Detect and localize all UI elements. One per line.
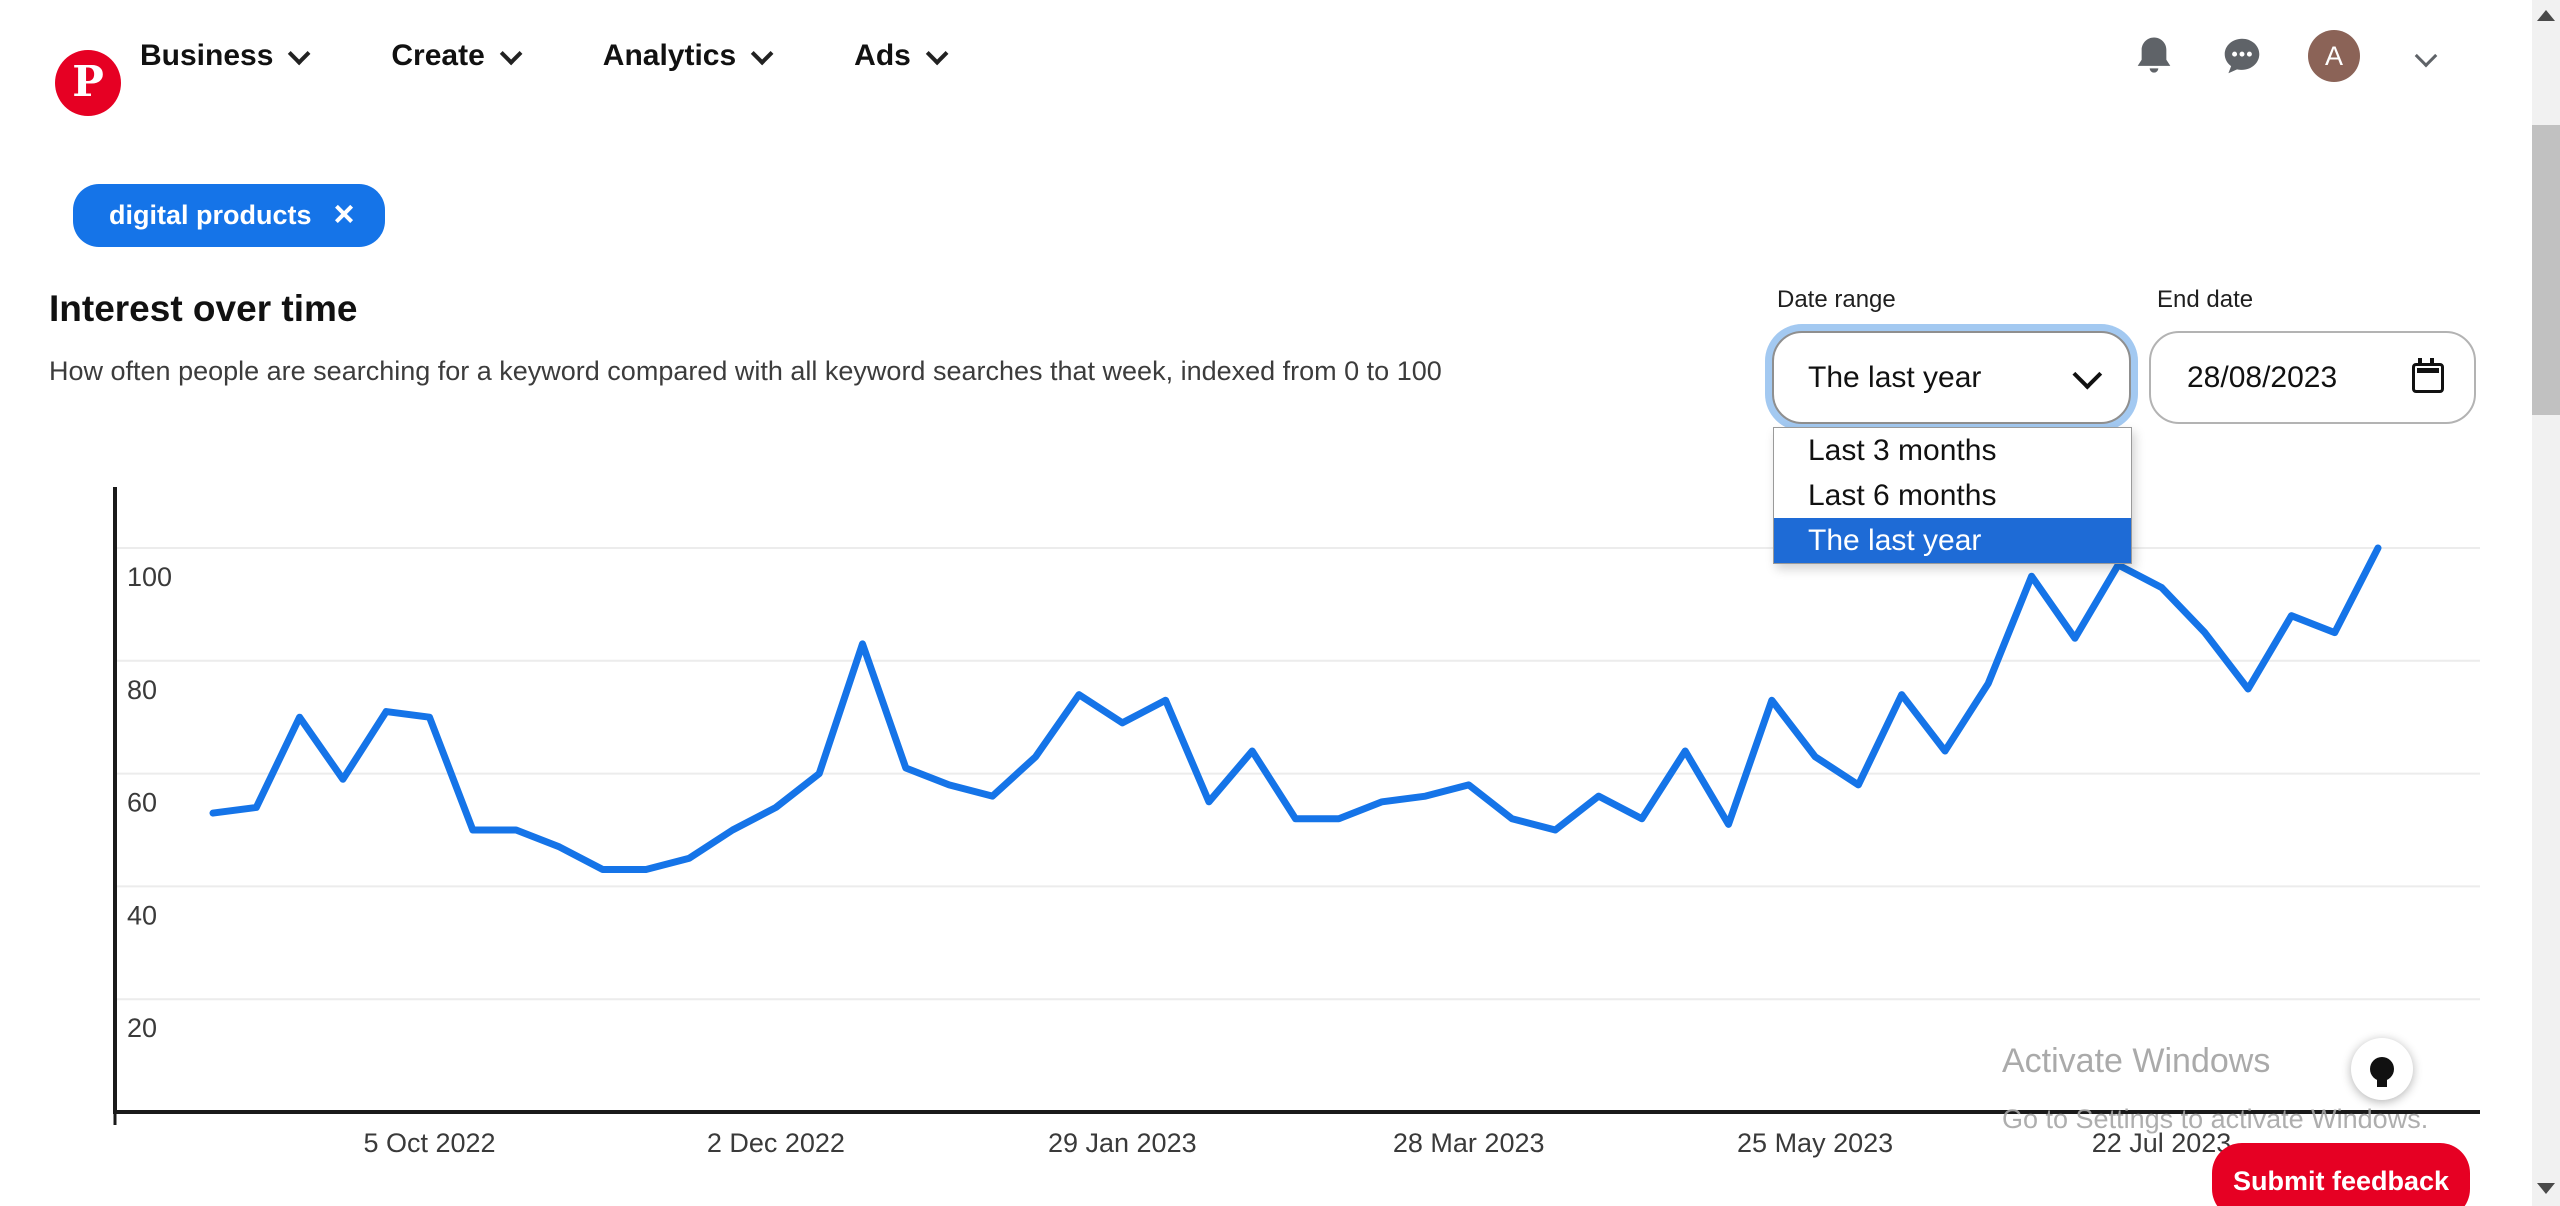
x-axis-tick-label: 22 Jul 2023 <box>2092 1128 2232 1158</box>
nav-item-analytics[interactable]: Analytics <box>602 39 774 73</box>
x-axis-tick-label: 28 Mar 2023 <box>1393 1128 1545 1158</box>
page-subtitle: How often people are searching for a key… <box>49 356 1442 386</box>
chevron-down-icon <box>2072 359 2103 390</box>
x-axis-tick-label: 2 Dec 2022 <box>707 1128 845 1158</box>
y-axis-tick-label-100: 100 <box>127 562 172 592</box>
x-axis-tick-label: 5 Oct 2022 <box>363 1128 495 1158</box>
calendar-icon[interactable] <box>2412 357 2444 393</box>
pinterest-logo[interactable]: P <box>55 50 121 116</box>
nav-item-label: Ads <box>854 39 911 72</box>
nav-item-business[interactable]: Business <box>140 39 311 73</box>
scrollbar-up-arrow-icon[interactable] <box>2537 10 2555 21</box>
pinterest-logo-letter: P <box>72 56 104 106</box>
chip-close-icon[interactable]: × <box>333 192 355 234</box>
keyword-chip-label: digital products <box>109 200 312 230</box>
avatar[interactable]: A <box>2308 30 2360 82</box>
scrollbar-thumb[interactable] <box>2532 125 2560 415</box>
activate-windows-watermark: Activate Windows <box>2002 1042 2271 1080</box>
submit-feedback-button[interactable]: Submit feedback <box>2212 1143 2470 1206</box>
chevron-down-icon <box>499 42 523 66</box>
date-range-value: The last year <box>1808 360 1982 394</box>
end-date-value: 28/08/2023 <box>2187 360 2338 394</box>
vertical-scrollbar[interactable] <box>2532 0 2560 1206</box>
y-axis-tick-label-40: 40 <box>127 900 157 930</box>
date-range-select[interactable]: The last year <box>1772 331 2131 424</box>
nav-item-label: Business <box>140 39 274 72</box>
nav-item-create[interactable]: Create <box>391 39 523 73</box>
messages-chat-icon[interactable] <box>2220 34 2264 78</box>
date-range-dropdown-menu: Last 3 months Last 6 months The last yea… <box>1773 427 2132 564</box>
nav-right-icons: A <box>2132 0 2448 112</box>
trend-line-digital-products <box>209 544 2382 873</box>
end-date-label: End date <box>2157 286 2254 313</box>
interest-over-time-chart: 20 40 60 80 100 5 Oct 2022 2 Dec 2022 29 Jan 20… <box>0 440 2560 1206</box>
activate-windows-watermark-sub: Go to Settings to activate Windows. <box>2002 1104 2429 1134</box>
x-axis-tick-label: 29 Jan 2023 <box>1048 1128 1197 1158</box>
option-last-6-months[interactable]: Last 6 months <box>1808 478 1997 512</box>
account-chevron-down-icon[interactable] <box>2404 34 2448 78</box>
end-date-input[interactable]: 28/08/2023 <box>2149 331 2476 424</box>
keyword-chip-digital-products[interactable]: digital products × <box>73 184 385 247</box>
nav-item-label: Create <box>391 39 485 72</box>
nav-items: Business Create Analytics Ads <box>140 0 949 112</box>
notifications-bell-icon[interactable] <box>2132 34 2176 78</box>
x-axis-tick-label: 25 May 2023 <box>1737 1128 1893 1158</box>
idea-lightbulb-button[interactable] <box>2351 1038 2413 1100</box>
option-last-3-months[interactable]: Last 3 months <box>1808 433 1997 467</box>
nav-item-ads[interactable]: Ads <box>854 39 949 73</box>
lightbulb-icon <box>2370 1057 2394 1087</box>
date-range-label: Date range <box>1777 286 1896 313</box>
chevron-down-icon <box>925 42 949 66</box>
y-axis-tick-label-20: 20 <box>127 1013 157 1043</box>
nav-item-label: Analytics <box>602 39 737 72</box>
chevron-down-icon <box>288 42 311 66</box>
chevron-down-icon <box>750 42 774 66</box>
scrollbar-down-arrow-icon[interactable] <box>2537 1183 2555 1194</box>
option-the-last-year[interactable]: The last year <box>1774 518 2131 563</box>
page-title: Interest over time <box>49 288 358 329</box>
y-axis-tick-label-80: 80 <box>127 675 157 705</box>
y-axis-tick-label-60: 60 <box>127 788 157 818</box>
top-nav: P Business Create Analytics Ads <box>0 0 2532 116</box>
avatar-initial: A <box>2324 40 2343 71</box>
